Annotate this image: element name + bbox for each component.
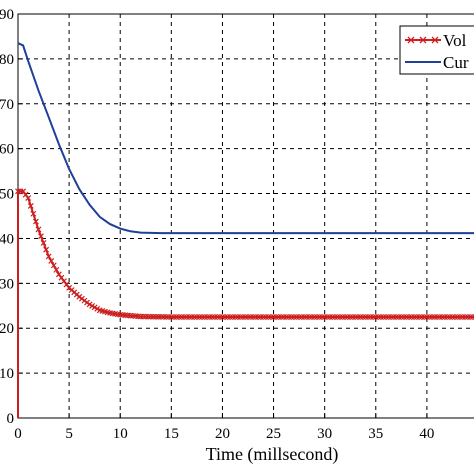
series-line-cur [17,42,474,235]
series-marker-vol [48,257,55,264]
x-tick-label: 5 [65,426,73,442]
legend-marker [407,36,415,44]
x-tick-label: 20 [215,426,230,442]
y-axis-ticks: 0 10 20 30 40 50 60 70 80 90 [0,7,23,427]
y-tick-label: 20 [0,321,14,337]
legend-label-vol: Vol [443,31,467,50]
series-line-vol [17,190,474,418]
y-tick-label: 70 [0,97,14,113]
legend: Vol Cur [399,25,474,75]
x-axis-ticks: 05101520253035404 [14,413,434,442]
x-tick-label: 15 [164,426,179,442]
y-tick-label: 30 [0,276,14,292]
x-tick-label: 30 [317,426,332,442]
series-marker-vol [469,314,474,320]
series-marker-vol [50,262,57,269]
legend-marker [419,36,427,44]
x-axis-label: Time (millsecond) [206,444,339,465]
legend-marker [431,36,439,44]
y-tick-label: 50 [0,187,14,203]
x-tick-label: 35 [368,426,383,442]
series-marker-vol [40,240,47,246]
y-tick-label: 80 [0,52,14,68]
y-tick-label: 40 [0,231,14,247]
series-marker-vol [25,195,32,201]
plot-frame [17,13,474,419]
series-marker-vol [45,253,52,260]
series-marker-vol [30,210,37,217]
x-tick-label: 0 [14,426,22,442]
y-tick-label: 10 [0,366,14,382]
series-lines [15,42,474,418]
series-marker-vol [53,266,60,273]
y-tick-label: 0 [7,411,15,427]
x-tick-label: 10 [113,426,128,442]
y-tick-label: 90 [0,7,14,23]
series-marker-vol [38,233,44,240]
x-tick-label: 25 [266,426,281,442]
series-marker-vol [27,202,34,209]
x-tick-label: 40 [419,426,434,442]
series-marker-vol [35,226,42,233]
legend-label-cur: Cur [443,53,469,72]
legend-box [399,25,474,75]
y-tick-label: 60 [0,142,14,158]
series-marker-vol [32,218,39,225]
series-marker-vol [43,246,50,253]
grid-lines [18,14,474,418]
